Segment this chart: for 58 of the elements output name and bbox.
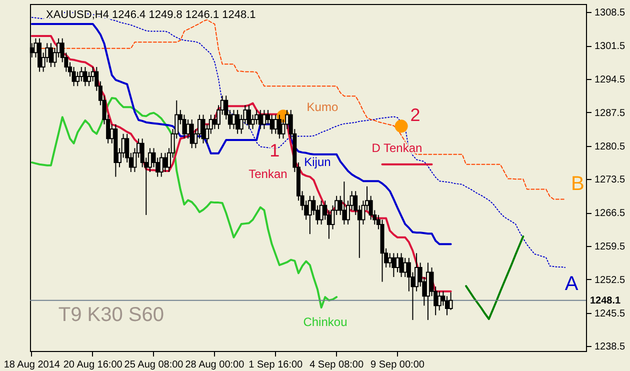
candlestick xyxy=(38,38,42,72)
candlestick xyxy=(274,114,278,134)
candlestick xyxy=(392,252,396,278)
candlestick xyxy=(76,71,80,87)
candlestick xyxy=(262,109,266,130)
x-tick-label: 1 Sep 16:00 xyxy=(248,360,304,370)
candlestick xyxy=(232,109,236,130)
y-tick-label: 1308.5 xyxy=(594,8,626,19)
annotation: 2 xyxy=(410,105,420,126)
candlestick xyxy=(426,262,430,320)
candlestick xyxy=(308,195,312,235)
y-tick-label: 1294.5 xyxy=(594,74,626,86)
x-tick-label: 18 Aug 2014 xyxy=(4,360,60,370)
x-tick-label: 25 Aug 08:00 xyxy=(124,360,184,370)
annotation: T9 K30 S60 xyxy=(58,304,164,326)
annotation: Kijun xyxy=(304,154,331,169)
annotation: Tenkan xyxy=(248,167,288,182)
candlestick xyxy=(319,200,324,226)
candlestick xyxy=(201,114,206,144)
candlestick xyxy=(159,152,164,178)
y-tick-label: 1252.5 xyxy=(594,274,626,286)
line-series xyxy=(465,235,524,320)
y-tick-label: 1301.5 xyxy=(594,41,626,52)
y-tick-label: 1280.5 xyxy=(594,141,626,152)
annotation: Kumo xyxy=(306,100,338,114)
x-tick-label: 4 Sep 08:00 xyxy=(310,360,364,370)
candlestick xyxy=(236,109,240,134)
candlestick xyxy=(399,252,404,278)
candlestick xyxy=(277,114,282,140)
annotation: Chinkou xyxy=(303,314,348,329)
line-series xyxy=(30,97,338,309)
candlestick xyxy=(258,109,262,130)
x-tick-label: 20 Aug 16:00 xyxy=(63,360,123,370)
candlestick xyxy=(83,66,88,87)
annotation: B xyxy=(570,173,584,196)
y-tick-label: 1287.5 xyxy=(594,108,626,119)
candlestick xyxy=(445,296,449,316)
candlestick xyxy=(254,109,259,125)
x-tick-label: 28 Aug 00:00 xyxy=(185,360,245,370)
candlestick xyxy=(190,119,194,149)
x-tick-label: 9 Sep 00:00 xyxy=(370,360,425,370)
y-tick-label: 1245.5 xyxy=(594,308,626,320)
candlestick xyxy=(48,42,53,68)
y-tick-label: 1266.5 xyxy=(594,208,626,220)
candlestick xyxy=(395,252,400,273)
candlestick xyxy=(87,71,92,87)
y-tick-label: 1273.5 xyxy=(594,174,626,186)
candlestick xyxy=(403,257,408,278)
y-tick-label: 1259.5 xyxy=(594,241,626,252)
y-tick-label: 1238.5 xyxy=(594,342,626,353)
ref-line-label: 1248.1 xyxy=(590,295,622,306)
candlestick xyxy=(163,152,168,173)
candlestick xyxy=(342,181,346,226)
annotation: A xyxy=(564,273,579,296)
line-series xyxy=(31,12,566,268)
candlestick xyxy=(246,104,251,130)
candlestick xyxy=(182,114,186,140)
candlestick xyxy=(437,290,442,311)
